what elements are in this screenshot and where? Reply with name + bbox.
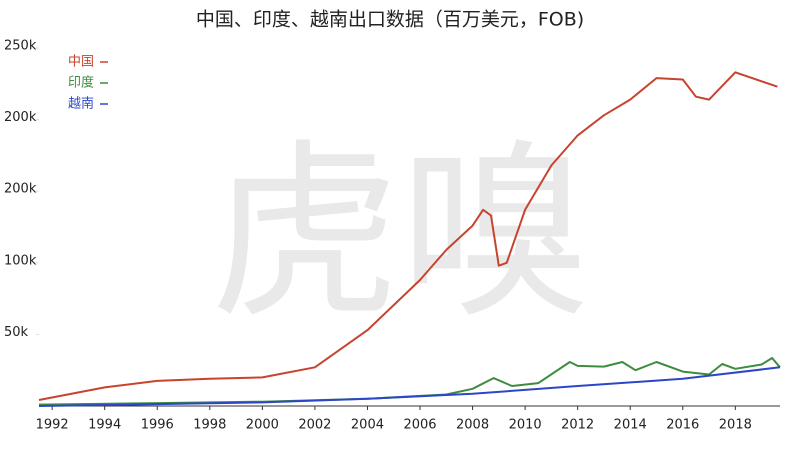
series-line — [38, 71, 778, 401]
watermark: 虎嗅 — [210, 123, 590, 344]
y-tick-label: 200k — [4, 182, 37, 197]
x-tick-label: 1998 — [193, 418, 226, 433]
x-tick-label: 2000 — [246, 418, 279, 433]
series-line — [38, 366, 781, 407]
y-tick-label: 50k — [4, 325, 29, 340]
x-tick-label: 2012 — [561, 418, 594, 433]
x-tick-label: 2008 — [456, 418, 489, 433]
y-tick-label: 250k — [4, 39, 37, 54]
legend-label: 中国 — [68, 55, 94, 70]
y-tick-label: 200k — [4, 110, 37, 125]
x-tick-label: 1996 — [141, 418, 174, 433]
x-tick-label: 1992 — [36, 418, 69, 433]
x-tick-label: 2004 — [351, 418, 384, 433]
x-tick-label: 2002 — [298, 418, 331, 433]
y-tick-label: 100k — [4, 253, 37, 268]
x-tick-label: 2010 — [509, 418, 542, 433]
x-tick-label: 2006 — [403, 418, 436, 433]
legend-label: 越南 — [68, 96, 94, 112]
legend-label: 印度 — [68, 75, 94, 91]
chart-title: 中国、印度、越南出口数据（百万美元，FOB) — [196, 9, 584, 31]
x-tick-label: 1994 — [88, 418, 121, 433]
x-tick-label: 2014 — [614, 418, 647, 433]
x-tick-label: 2016 — [666, 418, 699, 433]
x-tick-label: 2018 — [719, 418, 752, 433]
